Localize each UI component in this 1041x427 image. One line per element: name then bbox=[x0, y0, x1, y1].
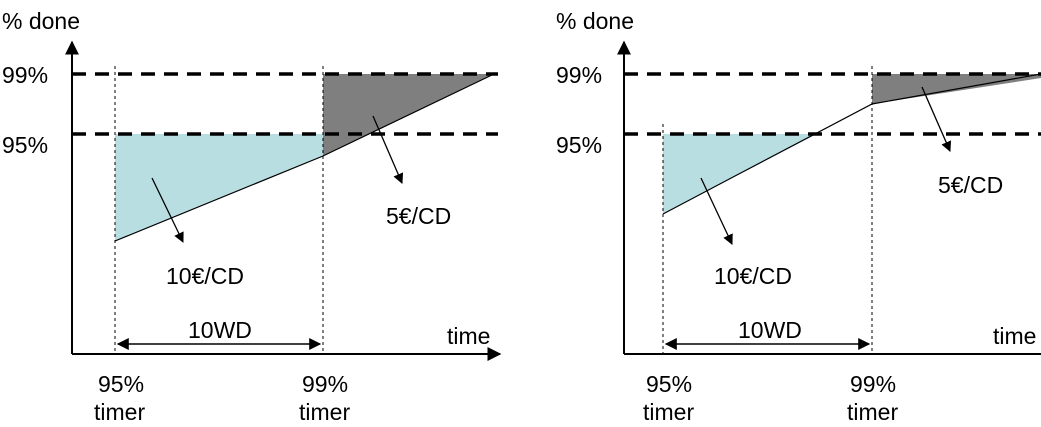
left-timer-99-word: timer bbox=[299, 399, 350, 425]
left-timer-95-pct: 95% bbox=[98, 371, 144, 397]
left-timer-95-word: timer bbox=[94, 399, 145, 425]
right-penalty-low-label: 5€/CD bbox=[938, 172, 1003, 198]
left-penalty-high-label: 10€/CD bbox=[166, 263, 244, 289]
right-timer-99-pct: 99% bbox=[850, 371, 896, 397]
left-pointer-arrow-5-eur bbox=[372, 115, 404, 184]
right-panel: % done 99% 95% 10€/CD 5€/CD 10WD time 95… bbox=[556, 8, 1041, 425]
left-x-axis-label: time bbox=[447, 323, 490, 349]
right-penalty-high-label: 10€/CD bbox=[714, 263, 792, 289]
right-timer-95-word: timer bbox=[643, 399, 694, 425]
left-penalty-low-label: 5€/CD bbox=[386, 203, 451, 229]
left-tick-99: 99% bbox=[2, 62, 48, 88]
left-y-axis-label: % done bbox=[2, 8, 80, 34]
right-penalty-region-10-eur bbox=[663, 134, 817, 214]
right-pointer-arrow-5-eur bbox=[921, 86, 952, 152]
right-pointer-arrow-10-eur bbox=[700, 177, 733, 245]
left-tick-95: 95% bbox=[2, 132, 48, 158]
right-tick-95: 95% bbox=[556, 132, 602, 158]
left-penalty-region-10-eur bbox=[115, 134, 323, 241]
right-tick-99: 99% bbox=[556, 62, 602, 88]
left-pointer-arrow-10-eur bbox=[151, 177, 184, 243]
right-duration-label: 10WD bbox=[738, 317, 802, 343]
right-x-axis-label: time bbox=[993, 323, 1036, 349]
right-y-axis-label: % done bbox=[556, 8, 634, 34]
right-timer-99-word: timer bbox=[847, 399, 898, 425]
right-progress-curve bbox=[662, 73, 1041, 215]
left-timer-99-pct: 99% bbox=[302, 371, 348, 397]
right-timer-95-pct: 95% bbox=[646, 371, 692, 397]
left-duration-label: 10WD bbox=[188, 317, 252, 343]
left-panel: % done 99% 95% 10€/CD 5€/CD 10WD time 95… bbox=[2, 8, 502, 425]
